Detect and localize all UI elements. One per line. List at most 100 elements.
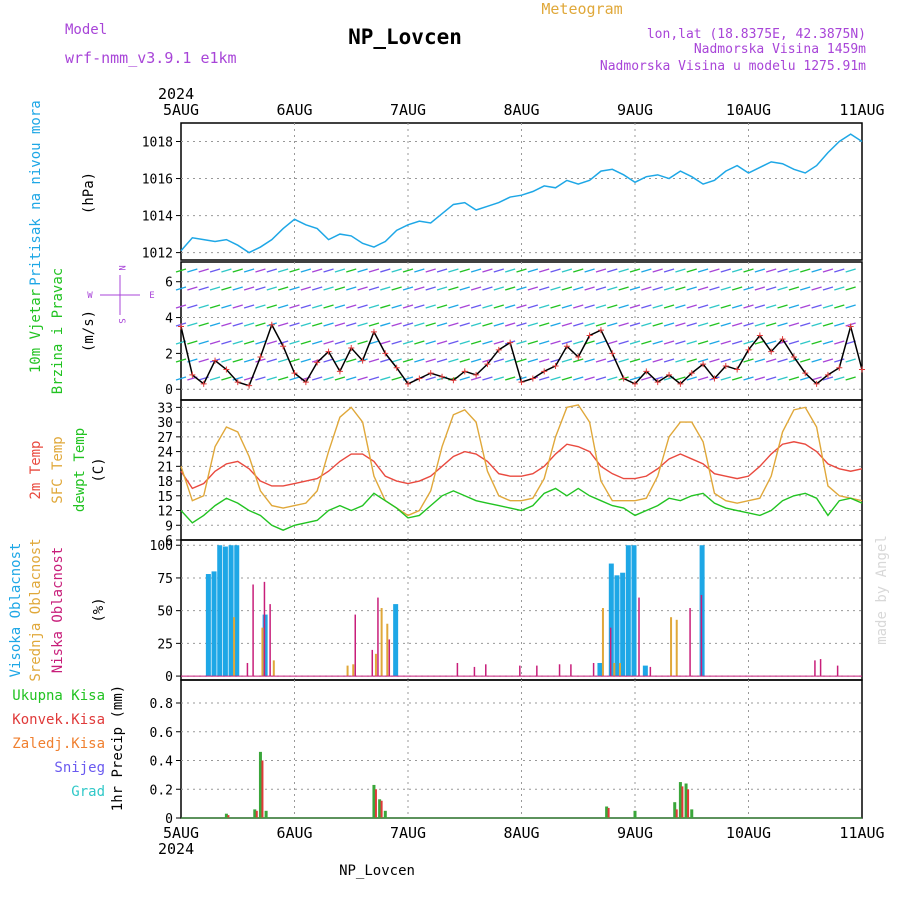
wind-gust-marker [620,375,627,382]
wind-barb [663,286,675,291]
wind-barb [777,322,788,327]
wind-barb [538,340,550,345]
y-tick-label: 18 [157,475,173,490]
wind-barb [504,268,516,273]
wind-gust-marker [314,359,321,366]
model-label: Model [65,22,107,38]
wind-barb [311,304,323,309]
bar-ukupnakisa [258,751,262,818]
wind-barb [334,340,346,345]
compass-s: S [116,318,126,323]
wind-barb [800,268,811,273]
wind-barb [720,340,732,345]
y-tick-label: 100 [150,539,173,554]
pressure-axis-title: Pritisak na nivou mora [28,100,44,285]
wind-barb [391,304,402,309]
wind-gust-marker [359,357,366,364]
wind-gust-marker [677,380,684,387]
wind-barb [516,268,527,273]
wind-barb [788,304,800,309]
wind-gust-marker [461,368,468,375]
wind-barb [743,286,754,291]
wind-barb [516,358,527,363]
wind-barb [187,286,198,291]
y-tick-label: 6 [165,276,173,291]
wind-barb [493,358,505,363]
wind-barb [822,268,834,273]
wind-barb [800,340,811,345]
wind-barb [482,304,493,309]
wind-barb [561,322,573,327]
wind-barb [311,286,323,291]
bar-high [614,575,620,677]
precip-legend-item: Ukupna Kisa [12,688,105,704]
wind-barb [675,340,686,345]
wind-gust-marker [200,380,207,387]
year-bottom: 2024 [158,840,194,858]
wind-barb [289,322,300,327]
wind-barb [232,358,243,363]
bar-mid [261,627,264,677]
wind-barb [777,286,788,291]
wind-barb [346,340,357,345]
bar-low [485,664,487,677]
bar-ukupnakisa [264,810,268,818]
wind-barb [459,268,470,273]
wind-barb [834,322,845,327]
wind-gust-marker [257,353,264,360]
bar-mid [386,623,389,677]
wind-barb [425,268,436,273]
bar-mid [352,664,355,677]
wind-gust-marker [643,368,650,375]
wind-barb [368,340,380,345]
wind-barb [516,376,527,381]
wind-barb [822,340,834,345]
wind-barb [561,358,573,363]
y-tick-label: 1014 [142,210,173,225]
y-tick-label: 12 [157,505,173,520]
wind-barb [618,268,629,273]
wind-gust-marker [722,362,729,369]
bar-ukupnakisa [633,810,637,818]
wind-barb [414,340,425,345]
wind-barb [720,304,732,309]
wind-barb [357,268,368,273]
wind-barb [357,286,368,291]
wind-barb [765,358,777,363]
precip-legend-item: Grad [71,784,105,800]
wind-barb [448,340,459,345]
wind-gust-marker [246,382,253,389]
bar-low [252,584,254,677]
wind-barb [720,376,732,381]
wind-barb [436,304,448,309]
wind-barb [255,340,266,345]
wind-barb [800,304,811,309]
x-tick-label-bottom: 7AUG [390,824,426,842]
wind-barb [709,286,720,291]
wind-barb [391,268,402,273]
wind-barb [697,286,709,291]
wind-gust-marker [813,380,820,387]
bar-low [609,627,612,677]
wind-barb [323,358,334,363]
x-tick-label-bottom: 11AUG [839,824,884,842]
cloud-panel: 0 25 50 75 100 [150,539,863,685]
footer-station: NP_Lovcen [339,863,415,879]
wind-barb [380,376,391,381]
wind-barb [584,358,595,363]
bar-konvekkisa [255,810,258,818]
panel-frame [180,399,863,541]
wind-barb [527,322,539,327]
watermark: made by Angel [874,535,890,645]
wind-barb [277,376,289,381]
wind-barb [516,304,527,309]
wind-barb [618,340,629,345]
bar-high [625,545,631,677]
x-tick-label-top: 8AUG [503,101,539,119]
wind-barb [731,304,743,309]
wind-barb [550,376,561,381]
bar-mid [601,608,604,677]
wind-barb [470,304,482,309]
wind-barb [754,286,766,291]
